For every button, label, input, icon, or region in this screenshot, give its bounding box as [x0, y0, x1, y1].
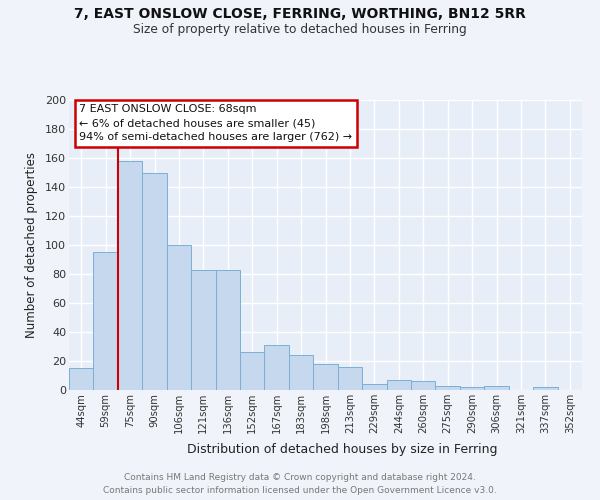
Bar	[533, 387, 557, 390]
Text: 7, EAST ONSLOW CLOSE, FERRING, WORTHING, BN12 5RR: 7, EAST ONSLOW CLOSE, FERRING, WORTHING,…	[74, 8, 526, 22]
Bar	[289, 355, 313, 390]
Text: Size of property relative to detached houses in Ferring: Size of property relative to detached ho…	[133, 22, 467, 36]
Bar	[338, 367, 362, 390]
Bar	[240, 352, 265, 390]
Bar	[313, 364, 338, 390]
Bar	[215, 270, 240, 390]
Bar	[167, 245, 191, 390]
Bar	[69, 368, 94, 390]
Bar	[436, 386, 460, 390]
Bar	[142, 172, 167, 390]
Y-axis label: Number of detached properties: Number of detached properties	[25, 152, 38, 338]
Bar	[362, 384, 386, 390]
Bar	[265, 345, 289, 390]
Bar	[191, 270, 215, 390]
Text: Distribution of detached houses by size in Ferring: Distribution of detached houses by size …	[187, 442, 497, 456]
Text: 7 EAST ONSLOW CLOSE: 68sqm
← 6% of detached houses are smaller (45)
94% of semi-: 7 EAST ONSLOW CLOSE: 68sqm ← 6% of detac…	[79, 104, 352, 142]
Bar	[411, 382, 436, 390]
Text: Contains HM Land Registry data © Crown copyright and database right 2024.: Contains HM Land Registry data © Crown c…	[124, 472, 476, 482]
Bar	[386, 380, 411, 390]
Bar	[94, 252, 118, 390]
Bar	[484, 386, 509, 390]
Bar	[460, 387, 484, 390]
Bar	[118, 161, 142, 390]
Text: Contains public sector information licensed under the Open Government Licence v3: Contains public sector information licen…	[103, 486, 497, 495]
